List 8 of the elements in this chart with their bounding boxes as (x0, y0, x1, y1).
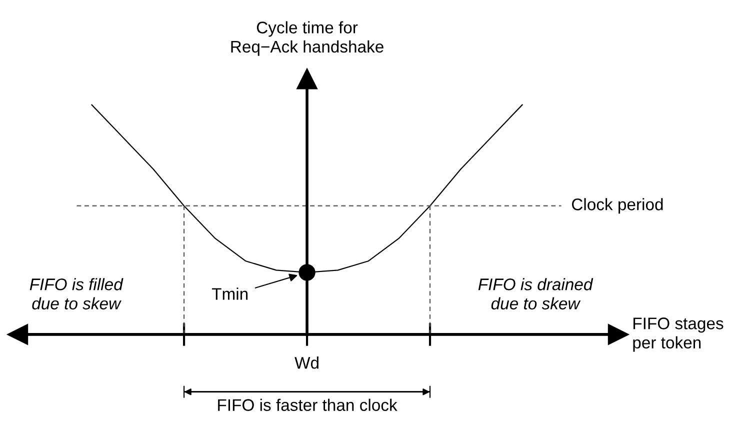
x-axis-title: FIFO stages per token (633, 318, 724, 352)
text: Wd (294, 356, 318, 369)
y-axis-title: Cycle time for Req−Ack handshake (231, 21, 384, 56)
annotation: FIFO is filled due to skew (30, 278, 124, 310)
text: FIFO is faster than clock (218, 398, 398, 411)
ref-line-label: Clock period (572, 198, 663, 214)
annotation: FIFO is drained due to skew (478, 278, 594, 310)
annotation: Tmin (212, 288, 248, 300)
